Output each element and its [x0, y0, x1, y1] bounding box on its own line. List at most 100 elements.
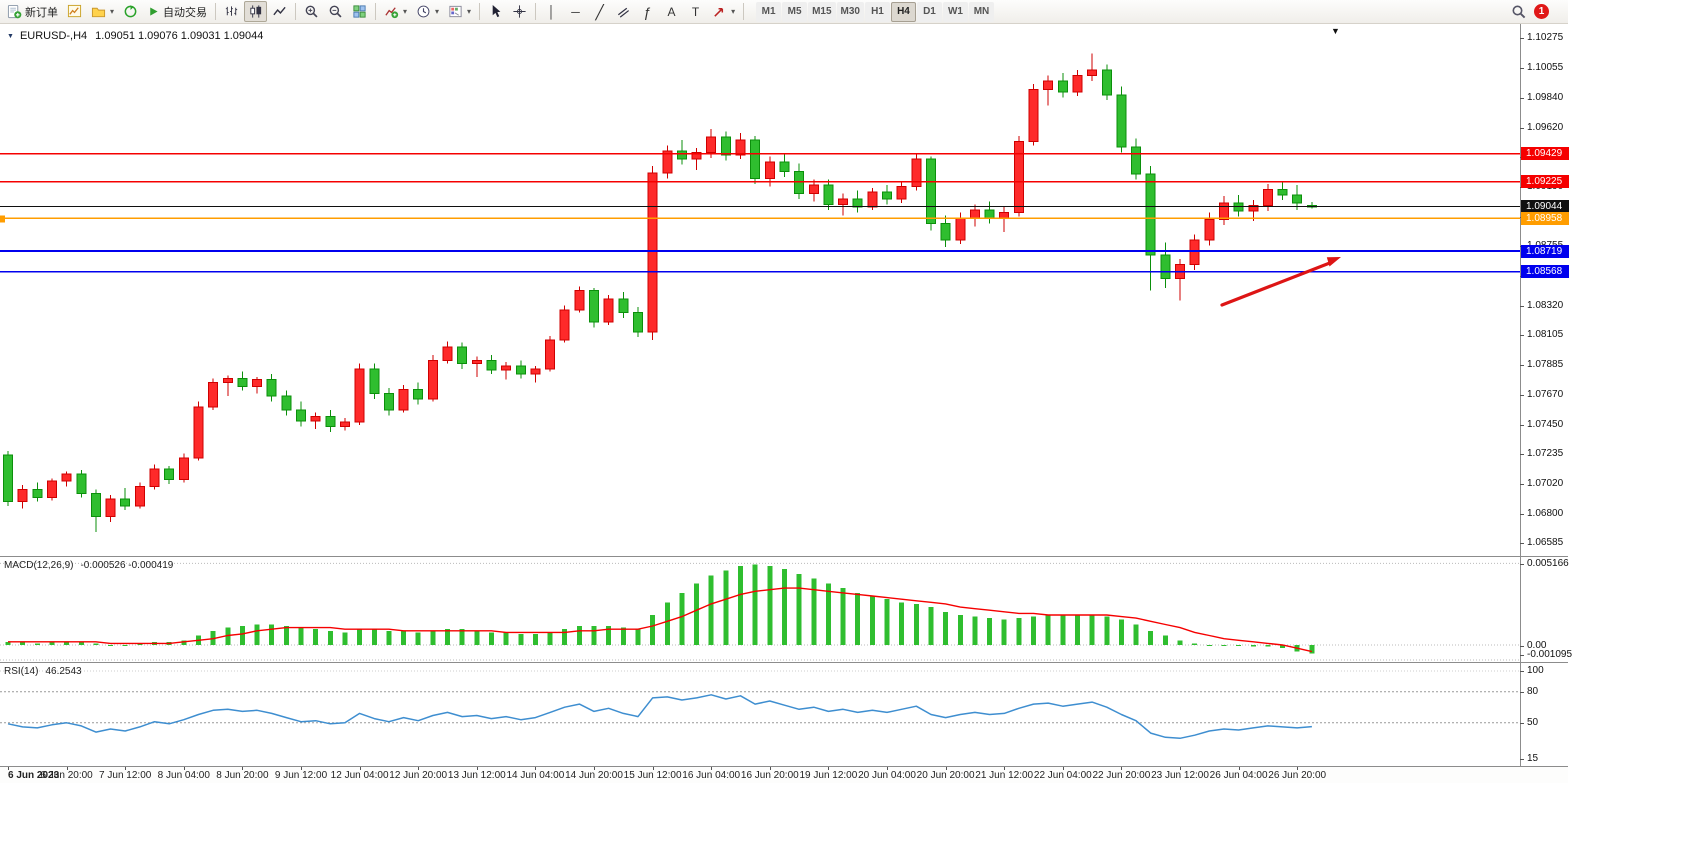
- timeframe-h1[interactable]: H1: [864, 1, 890, 22]
- zoom-in-icon: [305, 5, 318, 18]
- templates-button[interactable]: ▾: [444, 1, 475, 22]
- templates-icon: [449, 5, 462, 18]
- price-axis-tick: 1.07235: [1519, 448, 1564, 460]
- trendline-button[interactable]: ╱: [588, 1, 611, 22]
- time-axis-tick: [66, 767, 68, 770]
- arrows-button[interactable]: ▾: [708, 1, 739, 22]
- time-axis[interactable]: 6 Jun 2023 6 Jun 20:00 7 Jun 12:00 8 Jun 04…: [0, 766, 1568, 783]
- arrow-tool-icon: [714, 7, 724, 17]
- macd-name: MACD(12,26,9): [4, 560, 74, 571]
- new-order-button[interactable]: 新订单: [3, 1, 62, 22]
- price-axis[interactable]: 1.102751.100551.098401.096201.094051.091…: [1519, 24, 1572, 766]
- time-axis-label: 22 Jun 04:00: [1033, 770, 1092, 781]
- chart-scroll-caret-icon[interactable]: ▼: [1331, 26, 1340, 36]
- zoom-out-button[interactable]: [324, 1, 347, 22]
- time-axis-label: 13 Jun 12:00: [447, 770, 506, 781]
- time-axis-tick: [476, 767, 478, 770]
- crosshair-button[interactable]: [508, 1, 531, 22]
- timeframe-m1[interactable]: M1: [756, 1, 782, 22]
- time-axis-tick: [1121, 767, 1123, 770]
- price-tag[interactable]: 1.08568: [1521, 265, 1569, 279]
- rsi-axis-tick: 50: [1519, 716, 1539, 728]
- mt4-window: 新订单 ▾ 自动交易: [0, 0, 1572, 783]
- rsi-label: RSI(14) 46.2543: [4, 666, 82, 677]
- channel-icon: [618, 7, 630, 18]
- channel-button[interactable]: [612, 1, 635, 22]
- time-axis-label: 8 Jun 20:00: [216, 770, 269, 781]
- clock-icon: [417, 5, 430, 18]
- cursor-button[interactable]: [484, 1, 507, 22]
- price-tag[interactable]: 1.09044: [1521, 200, 1569, 214]
- notification-badge[interactable]: 1: [1534, 4, 1549, 19]
- price-tag[interactable]: 1.08719: [1521, 244, 1569, 258]
- timeframe-m5[interactable]: M5: [782, 1, 808, 22]
- candlestick-chart[interactable]: [0, 24, 1520, 556]
- timeframe-m30[interactable]: M30: [836, 1, 864, 22]
- new-chart-button[interactable]: [63, 1, 86, 22]
- time-axis-tick: [652, 767, 654, 770]
- price-tag[interactable]: 1.08958: [1521, 211, 1569, 225]
- fibonacci-button[interactable]: ƒ: [636, 1, 659, 22]
- price-axis-tick: 1.10275: [1519, 31, 1564, 43]
- bars-chart-button[interactable]: [220, 1, 243, 22]
- crosshair-icon: [513, 5, 526, 18]
- zoom-in-button[interactable]: [300, 1, 323, 22]
- time-axis-tick: [711, 767, 713, 770]
- time-axis-tick: [301, 767, 302, 770]
- timeframe-d1[interactable]: D1: [916, 1, 942, 22]
- vertical-line-button[interactable]: │: [540, 1, 563, 22]
- indicators-button[interactable]: ▾: [380, 1, 411, 22]
- rsi-panel[interactable]: [0, 663, 1520, 766]
- toolbar-right: 1: [1511, 4, 1565, 20]
- price-tag[interactable]: 1.09429: [1521, 147, 1569, 161]
- time-axis-label: 9 Jun 12:00: [274, 770, 328, 781]
- candlestick-chart-button[interactable]: [244, 1, 268, 22]
- panel-splitter[interactable]: [0, 662, 1568, 663]
- time-axis-tick: [125, 767, 127, 770]
- market-watch-button[interactable]: [119, 1, 142, 22]
- search-icon[interactable]: [1511, 4, 1527, 20]
- macd-panel[interactable]: [0, 557, 1520, 662]
- horizontal-line-button[interactable]: ─: [564, 1, 587, 22]
- time-axis-label: 14 Jun 20:00: [565, 770, 623, 781]
- periods-button[interactable]: ▾: [412, 1, 443, 22]
- indicators-icon: [385, 7, 399, 19]
- time-axis-tick: [359, 767, 361, 770]
- time-axis-label: 20 Jun 04:00: [858, 770, 916, 781]
- toolbar-separator: [743, 3, 745, 20]
- price-tag[interactable]: 1.09225: [1521, 175, 1569, 189]
- timeframe-h4[interactable]: H4: [890, 1, 916, 22]
- candlestick-chart-icon: [250, 5, 262, 18]
- panel-splitter[interactable]: [0, 556, 1568, 557]
- fibonacci-icon: ƒ: [643, 3, 652, 20]
- time-axis-label: 19 Jun 12:00: [799, 770, 858, 781]
- macd-label: MACD(12,26,9) -0.000526 -0.000419: [4, 560, 173, 571]
- macd-axis-tick: -0.001095: [1519, 649, 1573, 660]
- dropdown-caret-icon: ▾: [435, 7, 440, 16]
- text-button[interactable]: A: [660, 1, 683, 22]
- auto-trading-button[interactable]: 自动交易: [143, 1, 211, 22]
- text-icon: A: [667, 4, 676, 19]
- tile-windows-button[interactable]: [348, 1, 371, 22]
- time-axis-tick: [1062, 767, 1064, 770]
- profiles-button[interactable]: ▾: [87, 1, 118, 22]
- line-chart-button[interactable]: [268, 1, 291, 22]
- time-axis-label: 16 Jun 04:00: [682, 770, 741, 781]
- time-axis-tick: [418, 767, 420, 770]
- time-axis-label: 8 Jun 04:00: [157, 770, 210, 781]
- time-axis-label: 6 Jun 2023: [8, 770, 60, 781]
- text-label-button[interactable]: T: [684, 1, 707, 22]
- time-axis-tick: [8, 767, 9, 770]
- toolbar-separator: [479, 3, 481, 20]
- timeframe-m15[interactable]: M15: [808, 1, 836, 22]
- macd-axis-tick: 0.00: [1519, 640, 1547, 651]
- chart-ohlc-values: 1.09051 1.09076 1.09031 1.09044: [95, 30, 264, 42]
- chart-title: ▼ EURUSD-,H4 1.09051 1.09076 1.09031 1.0…: [7, 30, 263, 42]
- line-chart-icon: [273, 6, 286, 16]
- price-axis-tick: 1.06800: [1519, 508, 1564, 519]
- price-axis-tick: 1.08105: [1519, 329, 1564, 341]
- timeframe-mn[interactable]: MN: [968, 1, 994, 22]
- timeframe-w1[interactable]: W1: [942, 1, 968, 22]
- price-axis-tick: 1.10055: [1519, 62, 1564, 73]
- dropdown-caret-icon: ▾: [110, 7, 115, 16]
